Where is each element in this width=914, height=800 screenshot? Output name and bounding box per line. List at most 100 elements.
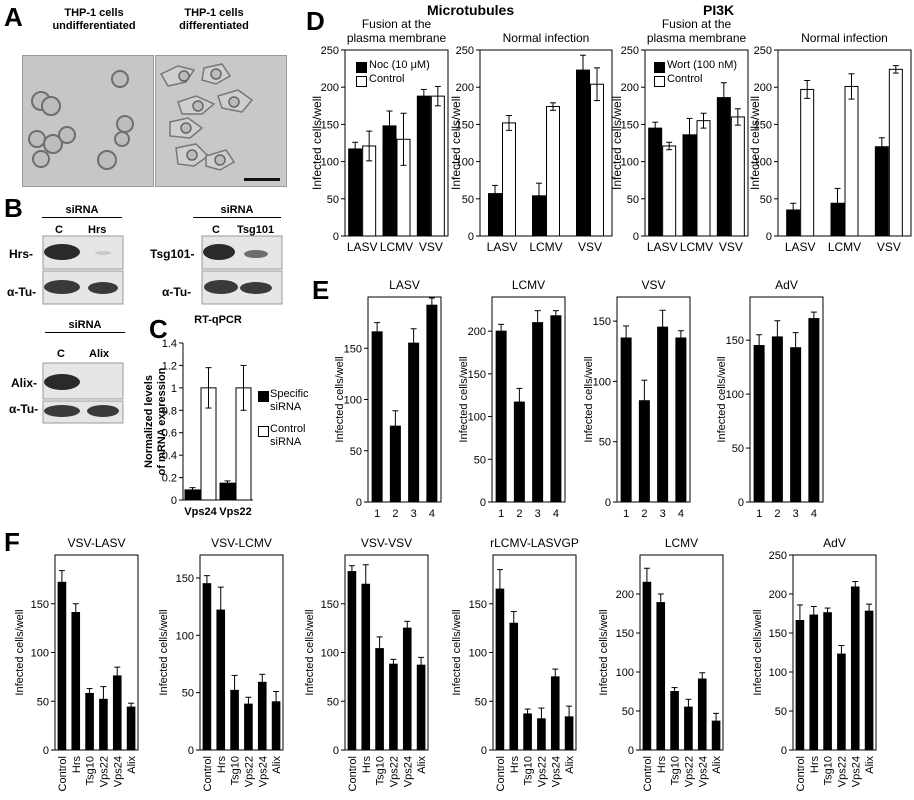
bar <box>564 716 574 751</box>
legend-swatch-filled <box>258 391 269 402</box>
chart-f5: 0 50 100 150 200 LCMV Infected cells/well Contr… <box>598 536 724 791</box>
bar <box>219 482 236 501</box>
x-tick-label: 4 <box>429 508 435 520</box>
y-tick-label: 50 <box>760 194 772 206</box>
chart-d1: 0 50 100 150 200 250 Fusion at the plasma membr… <box>310 17 449 254</box>
x-tick-label: 4 <box>811 508 817 520</box>
y-tick-label: 150 <box>621 119 639 131</box>
x-tick-label: Control <box>795 756 807 791</box>
x-tick-label: 2 <box>641 508 647 520</box>
x-tick-label: LCMV <box>529 240 562 254</box>
y-axis-label: Infected cells/well <box>158 609 170 695</box>
legend-swatch-filled <box>654 62 665 73</box>
bar <box>523 713 532 751</box>
bar <box>684 706 693 751</box>
chart-title: Fusion at the plasma membrane <box>347 17 447 45</box>
y-tick-label: 150 <box>321 119 339 131</box>
bar <box>216 609 226 751</box>
y-tick-label: 0 <box>468 231 474 243</box>
plot-frame <box>639 554 724 751</box>
bar <box>408 342 420 503</box>
chart-e4: 0 50 100 150 AdV Infected cells/well 1 2 3 4 <box>716 278 824 520</box>
x-tick-label: Alix <box>416 756 428 774</box>
bar <box>389 663 398 751</box>
y-tick-label: 0 <box>333 231 339 243</box>
y-tick-label: 50 <box>627 194 639 206</box>
y-axis-label: Infected cells/well <box>748 96 762 190</box>
y-axis-label: Infected cells/well <box>716 356 728 442</box>
panel-a-caption-undifferentiated: THP-1 cells undifferentiated <box>38 7 150 33</box>
y-tick-label: 150 <box>769 628 787 640</box>
y-tick-label: 150 <box>468 369 486 381</box>
y-tick-label: 50 <box>732 443 744 455</box>
micrograph-differentiated <box>155 55 287 187</box>
bar <box>230 689 239 751</box>
chart-f6: 0 50 100 150 200 250 AdV Infected cells/well Con… <box>752 536 877 791</box>
chart-d2: 0 50 100 150 200 250 Normal infection Infected … <box>449 31 613 254</box>
x-tick-label: 3 <box>793 508 799 520</box>
legend-label: Noc (10 μM) <box>369 59 430 71</box>
y-tick-label: 0 <box>628 745 634 757</box>
x-tick-label: 3 <box>660 508 666 520</box>
x-tick-label: VSV <box>419 240 443 254</box>
legend-swatch-filled <box>356 62 367 73</box>
x-tick-label: VSV <box>719 240 743 254</box>
bar <box>888 68 903 237</box>
bar <box>808 318 820 503</box>
x-tick-label: Vps24 <box>402 756 414 787</box>
legend-swatch-open <box>258 426 269 437</box>
chart-title: VSV-LASV <box>67 536 125 550</box>
x-tick-label: Vps24 <box>697 756 709 787</box>
y-tick-label: 100 <box>456 157 474 169</box>
bar <box>864 610 874 751</box>
y-tick-label: 200 <box>456 82 474 94</box>
bar <box>416 664 426 751</box>
y-tick-label: 0 <box>43 745 49 757</box>
bar <box>874 146 889 237</box>
bar <box>795 620 805 751</box>
bar <box>532 195 546 237</box>
x-tick-label: 2 <box>774 508 780 520</box>
x-tick-label: Tsg10 <box>85 756 97 785</box>
x-tick-label: Hrs <box>656 756 668 774</box>
x-tick-label: Control <box>202 756 214 791</box>
x-tick-label: Vps22 <box>388 756 400 787</box>
x-tick-label: Vps24 <box>184 506 217 518</box>
y-axis-label: Infected cells/well <box>598 609 610 695</box>
y-tick-label: 1.2 <box>162 360 177 372</box>
y-axis-label: Infected cells/well <box>451 609 463 695</box>
y-tick-label: 0 <box>356 497 362 509</box>
y-tick-label: 0.8 <box>162 405 177 417</box>
x-tick-label: 2 <box>392 508 398 520</box>
x-tick-label: 3 <box>535 508 541 520</box>
blot-header-label: siRNA <box>65 204 99 216</box>
chart-d4: 0 50 100 150 200 250 Normal infection Infected … <box>748 31 912 254</box>
x-tick-label: Hrs <box>361 756 373 774</box>
panel-letter-c: C <box>149 314 168 344</box>
blot-tsg101-header: siRNA <box>193 204 281 218</box>
caption-line: undifferentiated <box>52 20 136 32</box>
y-tick-label: 0.4 <box>162 450 177 462</box>
chart-title: LASV <box>389 278 420 292</box>
bar <box>550 315 562 503</box>
y-tick-label: 200 <box>468 326 486 338</box>
bar <box>696 120 711 237</box>
bar <box>416 95 431 237</box>
x-tick-label: Hrs <box>71 756 83 774</box>
bar <box>257 681 267 751</box>
x-tick-label: VSV <box>578 240 602 254</box>
x-tick-label: Vps22 <box>683 756 695 787</box>
bar <box>546 106 560 237</box>
bar <box>402 627 412 751</box>
bar <box>648 127 663 237</box>
caption-line: differentiated <box>179 20 249 32</box>
y-tick-label: 200 <box>769 589 787 601</box>
lane-label: C <box>57 348 65 360</box>
x-tick-label: LASV <box>785 240 816 254</box>
x-tick-label: Hrs <box>509 756 521 774</box>
bar <box>244 703 253 751</box>
y-axis-label: Infected cells/well <box>304 609 316 695</box>
bar <box>823 612 832 751</box>
bar <box>71 612 81 751</box>
plot-frame <box>792 554 877 751</box>
